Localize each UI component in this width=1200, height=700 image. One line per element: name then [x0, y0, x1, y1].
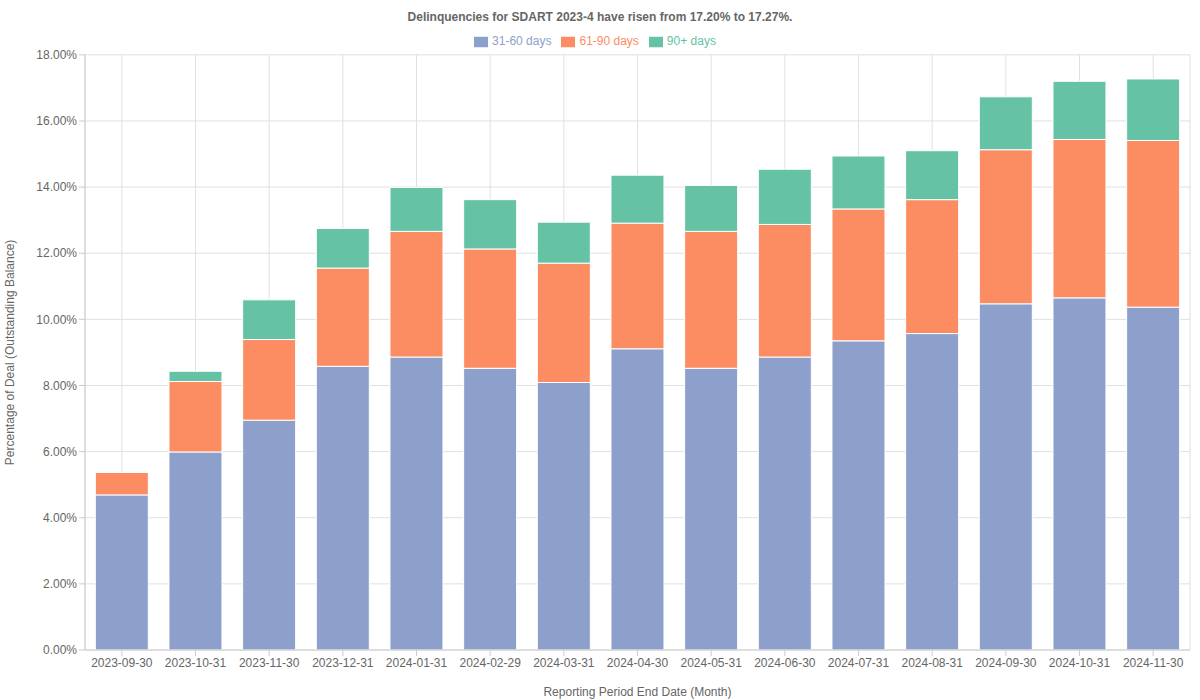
- svg-text:2023-09-30: 2023-09-30: [91, 656, 153, 670]
- svg-text:2024-03-31: 2024-03-31: [533, 656, 595, 670]
- svg-text:2023-12-31: 2023-12-31: [312, 656, 374, 670]
- svg-text:14.00%: 14.00%: [36, 180, 77, 194]
- svg-text:10.00%: 10.00%: [36, 313, 77, 327]
- svg-text:16.00%: 16.00%: [36, 114, 77, 128]
- svg-text:18.00%: 18.00%: [36, 48, 77, 62]
- html-text:Delinquencies for SDART 2023-4: Delinquencies for SDART 2023-4 have rise…: [407, 10, 793, 24]
- svg-text:2023-10-31: 2023-10-31: [165, 656, 227, 670]
- svg-text:2024-04-30: 2024-04-30: [607, 656, 669, 670]
- svg-text:2024-06-30: 2024-06-30: [754, 656, 816, 670]
- svg-text:2024-02-29: 2024-02-29: [459, 656, 521, 670]
- svg-text:8.00%: 8.00%: [43, 379, 77, 393]
- html-text:61-90 days: 61-90 days: [579, 34, 639, 48]
- svg-text:2.00%: 2.00%: [43, 577, 77, 591]
- svg-text:Reporting Period End Date (Mon: Reporting Period End Date (Month): [543, 685, 731, 699]
- html-text:31-60 days: 31-60 days: [492, 34, 552, 48]
- svg-text:Percentage of Deal (Outstandin: Percentage of Deal (Outstanding Balance): [8, 240, 17, 465]
- html-text:90+ days: 90+ days: [666, 34, 716, 48]
- svg-text:2024-07-31: 2024-07-31: [828, 656, 890, 670]
- svg-text:4.00%: 4.00%: [43, 511, 77, 525]
- svg-text:12.00%: 12.00%: [36, 246, 77, 260]
- svg-text:2024-05-31: 2024-05-31: [680, 656, 742, 670]
- svg-text:2024-11-30: 2024-11-30: [1123, 656, 1184, 670]
- svg-text:6.00%: 6.00%: [43, 445, 77, 459]
- svg-text:0.00%: 0.00%: [43, 643, 77, 657]
- svg-text:2024-09-30: 2024-09-30: [975, 656, 1037, 670]
- svg-text:2023-11-30: 2023-11-30: [239, 656, 300, 670]
- svg-text:2024-01-31: 2024-01-31: [386, 656, 448, 670]
- svg-text:2024-08-31: 2024-08-31: [901, 656, 963, 670]
- svg-text:2024-10-31: 2024-10-31: [1049, 656, 1111, 670]
